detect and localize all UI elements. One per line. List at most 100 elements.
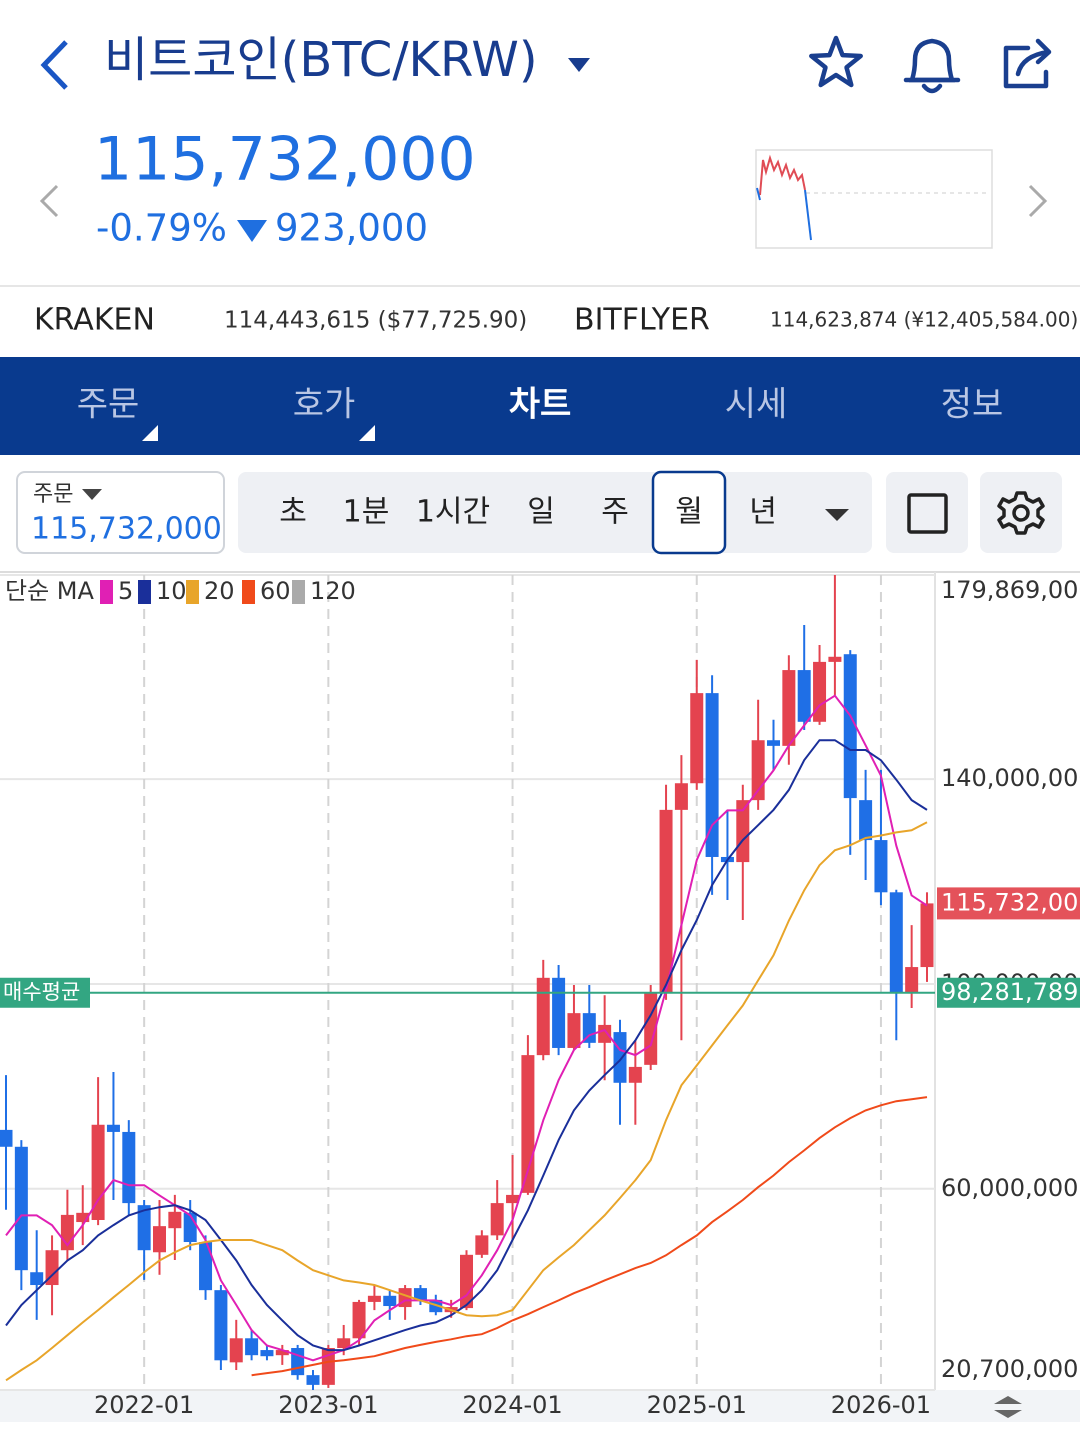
period[interactable]: 월 (675, 495, 703, 530)
candle-body (613, 1032, 627, 1083)
current-price: 115,732,000 (94, 125, 476, 195)
candle-body (736, 800, 750, 863)
candle-body (659, 809, 673, 993)
ma-line (5, 694, 928, 1362)
title-dropdown[interactable] (568, 58, 590, 72)
current-price-label: 115,732,000 (941, 888, 1080, 916)
share-button[interactable] (1003, 38, 1052, 89)
change-amount: 923,000 (275, 207, 428, 250)
y-tick-label: 179,869,000 (941, 576, 1080, 604)
candle-body (582, 1013, 596, 1043)
x-tick-label: 2024-01 (462, 1391, 562, 1419)
legend-label: 10 (156, 577, 187, 605)
candle-body (767, 740, 780, 746)
candle-body (460, 1254, 473, 1309)
down-arrow (237, 220, 267, 242)
candle-body (199, 1242, 213, 1291)
candle-body (628, 1066, 642, 1083)
period[interactable]: 일 (527, 495, 555, 530)
exchange-name: KRAKEN (34, 303, 155, 338)
candle-body (536, 977, 550, 1056)
legend-swatch (138, 580, 151, 604)
tab-menu-marker (359, 425, 375, 441)
candle-body (490, 1203, 504, 1236)
legend-title: 단순 MA (5, 577, 94, 605)
next-coin[interactable] (1028, 184, 1048, 218)
title[interactable]: 비트코인(BTC/KRW) (104, 32, 538, 88)
exchange-name: BITFLYER (574, 303, 710, 338)
candle-body (874, 840, 888, 893)
candle-body (674, 783, 688, 810)
tab-bar (0, 357, 1080, 455)
period[interactable]: 년 (749, 495, 777, 530)
more-periods[interactable] (825, 509, 849, 521)
candle-body (383, 1295, 397, 1307)
sparkline (755, 149, 993, 249)
legend-swatch (100, 580, 113, 604)
candle-body (168, 1211, 182, 1229)
current-price-box (937, 887, 1080, 920)
candle-body (828, 656, 842, 662)
candle-body (506, 1194, 520, 1204)
alert-button[interactable] (903, 38, 961, 94)
change-percent: -0.79% (96, 207, 227, 250)
period[interactable]: 초 (279, 495, 307, 530)
legend-swatch (292, 580, 305, 604)
candle-body (337, 1338, 351, 1349)
legend-label: 5 (118, 577, 133, 605)
tab[interactable]: 시세 (725, 385, 788, 425)
candle-body (76, 1212, 90, 1223)
candle-body (705, 693, 719, 857)
avg-price-name: 매수평균 (3, 980, 80, 1004)
layout-button[interactable] (886, 472, 968, 553)
scale-handle[interactable] (994, 1396, 1022, 1418)
candle-body (782, 670, 796, 746)
favorite-button[interactable] (809, 35, 863, 88)
candle-body (843, 654, 857, 799)
avg-price-tag (0, 977, 90, 1008)
legend-label: 120 (310, 577, 356, 605)
order-label: 주문 (33, 482, 73, 507)
legend-label: 60 (260, 577, 291, 605)
period-group (238, 472, 872, 553)
exchange-price: 114,623,874 (¥12,405,584.00) (770, 308, 1078, 332)
tab-menu-marker (142, 425, 158, 441)
exchange-price: 114,443,615 ($77,725.90) (224, 308, 527, 334)
candle-body (214, 1290, 228, 1361)
candle-body (30, 1272, 44, 1286)
x-tick-label: 2026-01 (831, 1391, 931, 1419)
period[interactable]: 1분 (343, 495, 390, 530)
x-axis-band (0, 1390, 1080, 1422)
candle-body (889, 892, 903, 994)
candle-body (137, 1205, 151, 1251)
order-box[interactable] (16, 471, 225, 554)
x-tick-label: 2022-01 (94, 1391, 194, 1419)
tab[interactable]: 주문 (77, 385, 140, 425)
candle-body (413, 1288, 427, 1300)
prev-coin[interactable] (39, 184, 59, 218)
avg-price-label: 98,281,789 (941, 978, 1078, 1006)
candle-body (106, 1124, 120, 1132)
candle-body (122, 1131, 136, 1204)
candle-body (275, 1350, 289, 1356)
tab[interactable]: 호가 (293, 385, 356, 425)
period-selected (651, 470, 727, 555)
candle-body (690, 693, 704, 784)
avg-price-box (937, 977, 1080, 1008)
legend-swatch (242, 580, 255, 604)
candle-body (475, 1235, 489, 1255)
back-button[interactable] (40, 40, 68, 90)
legend-label: 20 (204, 577, 235, 605)
tab[interactable]: 정보 (941, 385, 1004, 425)
tab[interactable]: 차트 (509, 385, 572, 425)
x-tick-label: 2025-01 (647, 1391, 747, 1419)
candle-body (797, 670, 811, 722)
candle-body (567, 1013, 581, 1048)
settings-button[interactable] (980, 472, 1062, 553)
period[interactable]: 주 (601, 495, 629, 530)
period[interactable]: 1시간 (416, 495, 490, 530)
candle-body (229, 1338, 243, 1363)
candle-body (905, 967, 919, 994)
